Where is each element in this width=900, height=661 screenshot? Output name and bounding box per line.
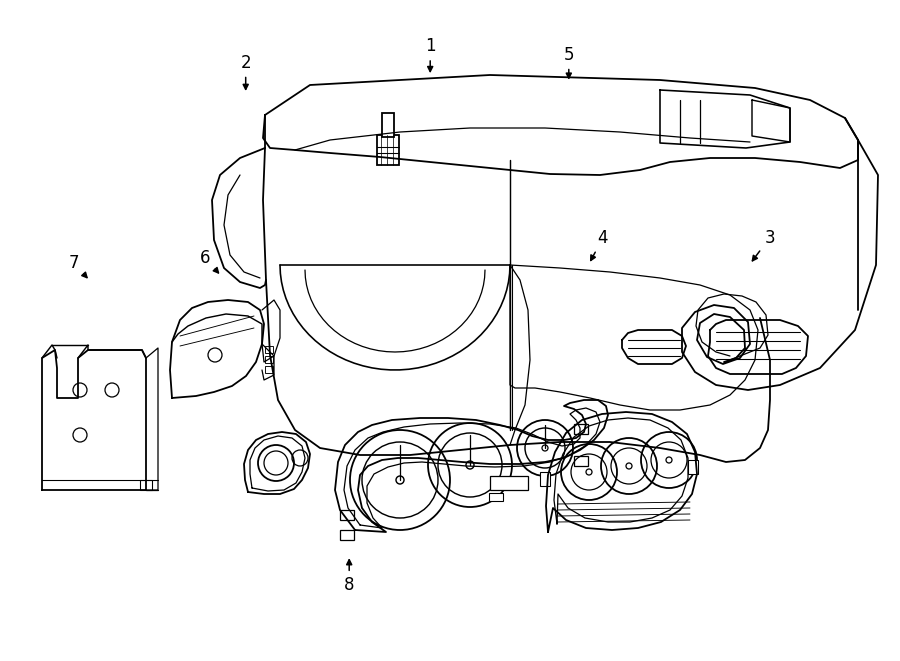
Bar <box>140 480 152 490</box>
Bar <box>574 456 588 466</box>
Bar <box>265 366 273 373</box>
Text: 6: 6 <box>200 249 219 273</box>
Bar <box>574 424 588 434</box>
Text: 5: 5 <box>563 46 574 78</box>
Text: 8: 8 <box>344 560 355 594</box>
Bar <box>688 460 698 474</box>
Bar <box>490 476 528 490</box>
Bar <box>265 356 273 363</box>
Text: 7: 7 <box>68 254 87 278</box>
Text: 2: 2 <box>240 54 251 89</box>
Bar <box>340 510 354 520</box>
Bar <box>382 113 394 137</box>
Bar <box>377 135 399 165</box>
Bar <box>340 530 354 540</box>
Text: 4: 4 <box>590 229 608 260</box>
Bar <box>540 472 550 486</box>
Text: 1: 1 <box>425 37 436 71</box>
Bar <box>489 493 503 501</box>
Bar <box>265 346 273 353</box>
Text: 3: 3 <box>752 229 775 261</box>
